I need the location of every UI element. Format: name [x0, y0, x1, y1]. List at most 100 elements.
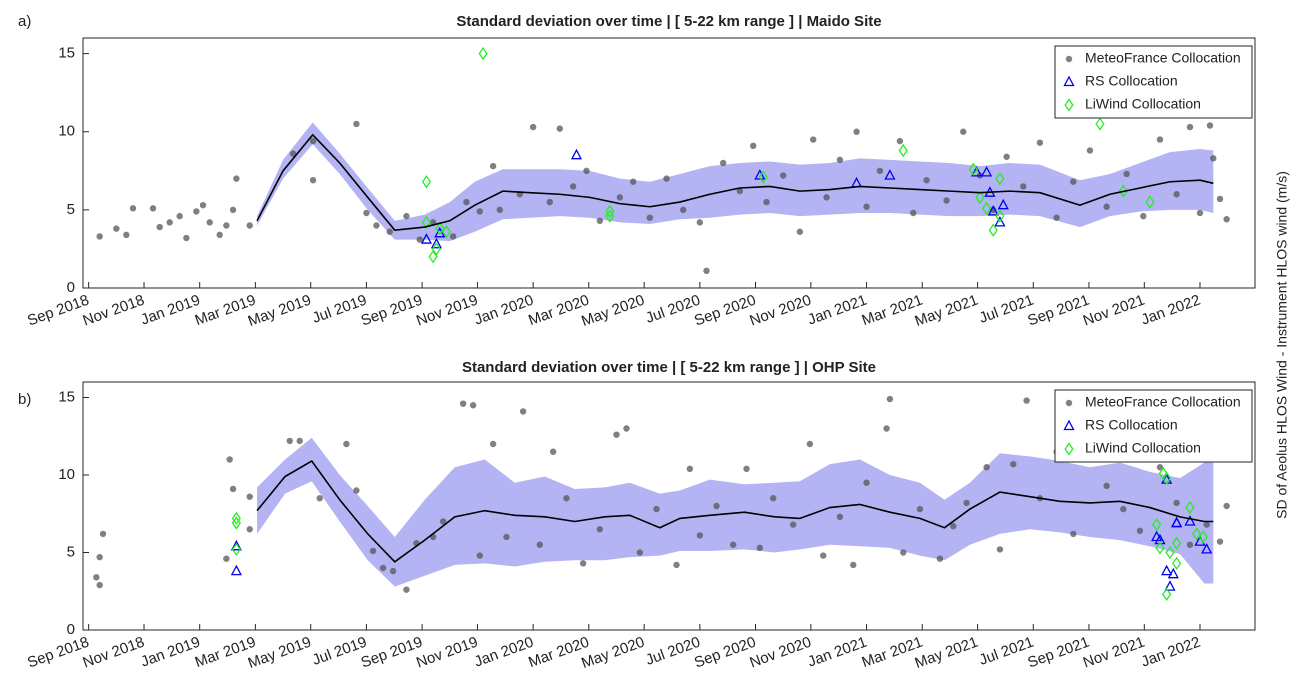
- point: [536, 541, 543, 548]
- legend-label: LiWind Collocation: [1085, 96, 1201, 112]
- point: [373, 222, 380, 229]
- point: [233, 175, 240, 182]
- point: [1023, 397, 1030, 404]
- point: [806, 440, 814, 448]
- point: [441, 225, 452, 239]
- point: [1070, 178, 1077, 185]
- point: [960, 128, 967, 135]
- point: [823, 194, 830, 201]
- point: [810, 136, 817, 143]
- point: [316, 495, 323, 502]
- point: [950, 522, 957, 530]
- point: [995, 209, 1005, 223]
- point: [363, 209, 370, 217]
- point: [1086, 147, 1094, 154]
- point: [900, 549, 907, 556]
- point: [231, 511, 241, 526]
- legend: MeteoFrance Collocation RS Collocation LiW…: [1054, 45, 1253, 119]
- point: [963, 499, 970, 507]
- point: [489, 162, 497, 170]
- legend-marker: [1065, 55, 1073, 63]
- point: [229, 485, 237, 493]
- point: [756, 544, 764, 552]
- point: [431, 242, 442, 256]
- x-tick-label: Jul 2020: [643, 292, 702, 327]
- point: [863, 203, 870, 210]
- x-tick-label: Sep 2021: [1026, 292, 1092, 330]
- point: [853, 128, 860, 135]
- legend-marker: [1063, 75, 1075, 87]
- point: [1186, 123, 1194, 131]
- point: [503, 533, 510, 541]
- point: [296, 437, 303, 445]
- point: [1120, 505, 1127, 513]
- point: [596, 526, 604, 533]
- point: [246, 526, 253, 533]
- x-tick-label: Jan 2021: [805, 634, 869, 671]
- x-tick-label: Jul 2021: [977, 634, 1036, 669]
- point: [96, 233, 103, 240]
- point: [623, 425, 630, 432]
- x-tick-label: Sep 2019: [359, 292, 425, 330]
- point: [1203, 521, 1210, 528]
- x-tick-label: May 2021: [913, 292, 981, 331]
- point: [1156, 136, 1164, 143]
- point: [166, 219, 173, 226]
- point: [1145, 195, 1155, 209]
- point: [987, 205, 999, 216]
- point: [230, 564, 242, 576]
- point: [713, 502, 720, 510]
- point: [1095, 117, 1105, 131]
- point: [836, 156, 844, 164]
- point: [1164, 580, 1176, 591]
- point: [1136, 527, 1144, 534]
- point: [229, 206, 237, 214]
- legend-box: [1054, 45, 1253, 119]
- x-tick-label: Sep 2019: [359, 634, 425, 672]
- x-tick-label: Jan 2019: [139, 634, 203, 671]
- point: [478, 46, 488, 61]
- x-tick-label: Jan 2022: [1139, 634, 1203, 671]
- point: [1206, 122, 1214, 129]
- point: [886, 395, 894, 403]
- point: [696, 219, 704, 226]
- point: [556, 125, 564, 132]
- point: [1162, 587, 1172, 601]
- point: [605, 204, 615, 219]
- mean-line: [256, 459, 1214, 563]
- x-tick-label: May 2021: [913, 634, 981, 673]
- x-tick-label: Jan 2021: [805, 292, 869, 329]
- axes-box: [82, 37, 1256, 289]
- panel-label: b): [18, 391, 31, 408]
- point: [343, 440, 350, 448]
- point: [1201, 543, 1213, 554]
- point: [428, 250, 438, 264]
- chart-title: Standard deviation over time | [ 5-22 km…: [456, 13, 881, 30]
- point: [616, 194, 624, 201]
- legend-label: RS Collocation: [1085, 417, 1178, 433]
- y-tick-label: 10: [58, 466, 75, 483]
- point: [646, 214, 654, 221]
- point: [449, 233, 457, 240]
- point: [749, 142, 757, 150]
- legend-label: MeteoFrance Collocation: [1085, 394, 1241, 410]
- axes-box: [82, 381, 1256, 631]
- point: [369, 547, 377, 555]
- y-tick-label: 0: [67, 621, 75, 638]
- point: [476, 552, 483, 559]
- point: [1103, 482, 1110, 490]
- x-tick-label: May 2020: [579, 634, 647, 673]
- point: [463, 198, 470, 206]
- x-tick-label: Nov 2019: [414, 634, 480, 672]
- point: [1162, 471, 1172, 485]
- x-tick-label: Jan 2020: [472, 634, 536, 671]
- point: [99, 530, 107, 538]
- point: [1216, 195, 1224, 203]
- chart-title: Standard deviation over time | [ 5-22 km…: [462, 359, 876, 376]
- point: [679, 206, 687, 214]
- y-tick-label: 10: [58, 123, 75, 140]
- point: [736, 187, 744, 195]
- point: [309, 137, 317, 145]
- point: [129, 205, 137, 212]
- point: [896, 137, 904, 145]
